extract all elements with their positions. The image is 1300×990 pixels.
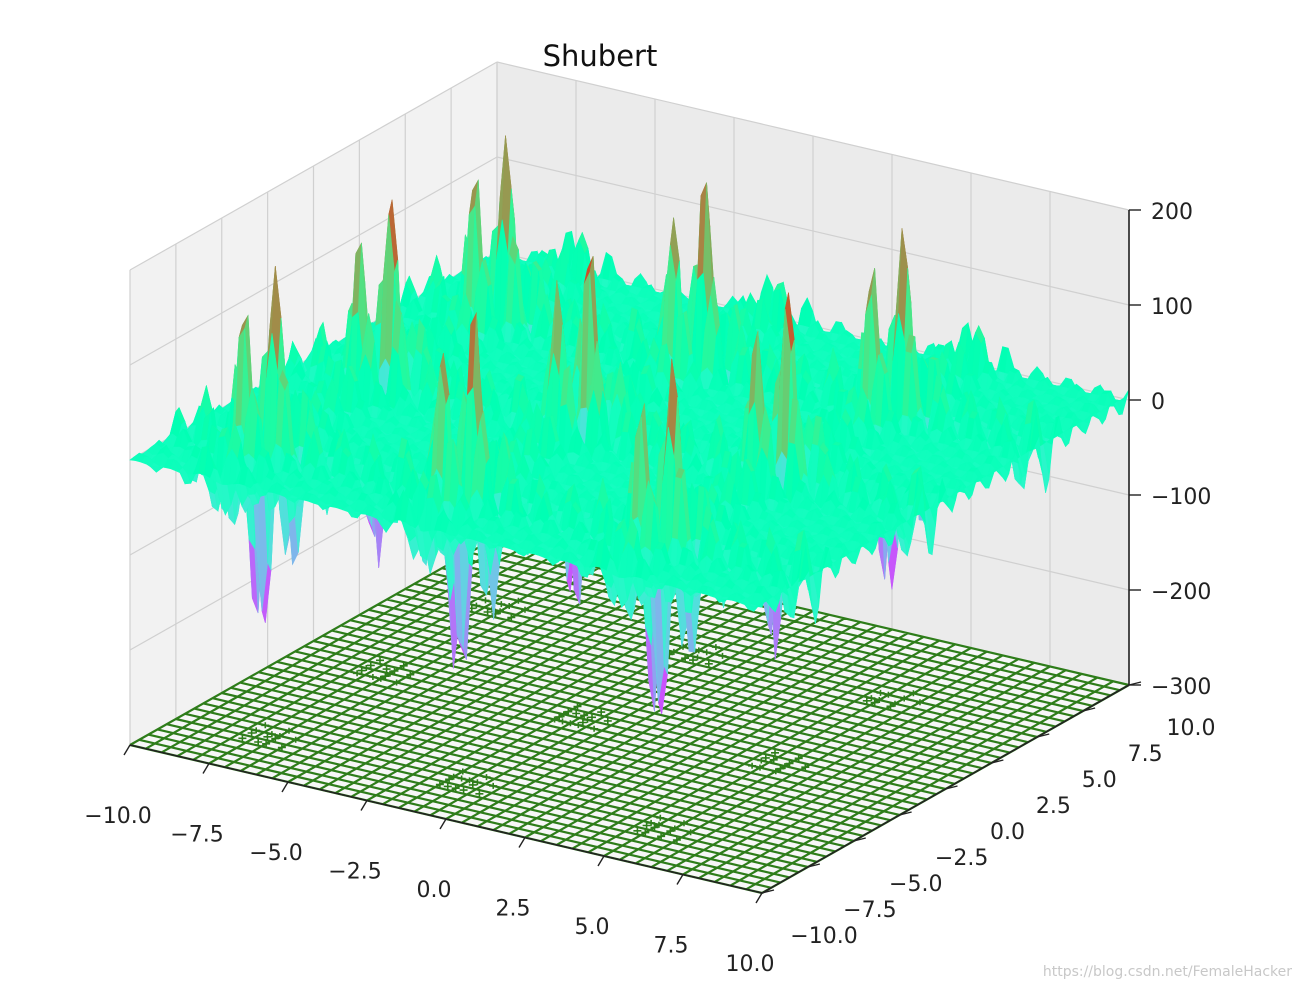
contour-dense-regions [238,592,924,843]
grid-left-z [129,156,498,366]
floor-contour-mesh [129,535,1130,895]
grid-back-z [496,156,1130,306]
surface-plot [129,135,1130,715]
contour-grid-lines [129,535,1130,895]
grid-left-z [129,61,498,271]
grid-back-z [496,61,1130,211]
